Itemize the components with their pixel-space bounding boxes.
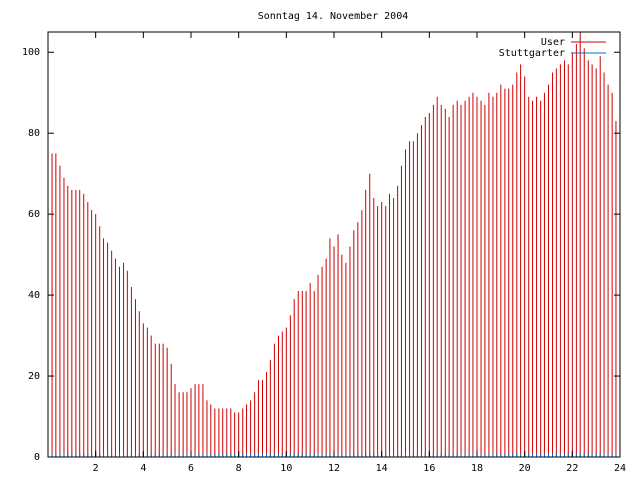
- x-tick-label: 12: [328, 463, 340, 474]
- legend-label: User: [541, 37, 565, 48]
- y-tick-label: 80: [28, 128, 40, 139]
- x-tick-label: 24: [614, 463, 626, 474]
- y-tick-label: 60: [28, 209, 40, 220]
- y-tick-label: 40: [28, 290, 40, 301]
- x-tick-label: 14: [376, 463, 388, 474]
- y-tick-label: 20: [28, 371, 40, 382]
- x-tick-label: 2: [93, 463, 99, 474]
- x-tick-label: 4: [140, 463, 146, 474]
- x-tick-label: 22: [566, 463, 578, 474]
- x-tick-label: 16: [423, 463, 435, 474]
- x-tick-label: 18: [471, 463, 483, 474]
- x-tick-label: 8: [236, 463, 242, 474]
- x-tick-label: 20: [519, 463, 531, 474]
- x-tick-label: 10: [280, 463, 292, 474]
- x-tick-label: 6: [188, 463, 194, 474]
- legend-label: Stuttgarter: [499, 48, 565, 59]
- y-tick-label: 100: [22, 47, 40, 58]
- chart-title: Sonntag 14. November 2004: [258, 11, 409, 22]
- y-tick-label: 0: [34, 452, 40, 463]
